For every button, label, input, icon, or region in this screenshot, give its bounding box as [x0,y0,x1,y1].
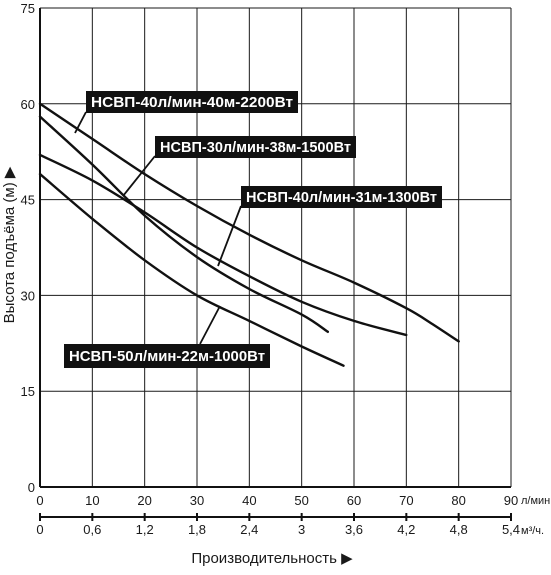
x-tick-label-secondary: 3,6 [345,522,363,537]
x-tick-labels: 0 0 10 0,6 20 1,2 30 1,8 40 2,4 50 3 60 3,6 70 4,2 80 4,8… [36,493,520,537]
x-tick-label: 80 [451,493,465,508]
x-tick-label-secondary: 1,2 [136,522,154,537]
series-label-1: НСВП-40л/мин-40м-2200Вт [91,94,293,111]
series-line-2 [38,115,329,333]
series-label-3: НСВП-40л/мин-31м-1300Вт [246,189,437,206]
x-tick-label: 0 [36,493,43,508]
x-tick-label-secondary: 0,6 [83,522,101,537]
x-tick-label: 30 [190,493,204,508]
callout-leader [217,205,242,267]
y-tick-label: 60 [21,97,35,112]
y-tick-label: 15 [21,384,35,399]
callout-box [155,136,356,158]
x-unit-secondary: м³/ч. [521,525,544,537]
x-tick-label-secondary: 4,8 [450,522,468,537]
x-axis-label: Производительность ▶ [191,550,353,567]
x-tick-label: 50 [294,493,308,508]
callout-leader [122,155,156,197]
callout-leader [74,111,87,134]
y-tick-label: 0 [28,480,35,495]
x-tick-label: 20 [137,493,151,508]
x-tick-label-secondary: 5,4 [502,522,520,537]
series-label-2: НСВП-30л/мин-38м-1500Вт [160,139,351,156]
series-line-1 [38,102,460,343]
x-tick-label: 40 [242,493,256,508]
series-line-4 [38,172,345,367]
x-tick-label-secondary: 3 [298,522,305,537]
axes [39,8,512,521]
x-tick-label: 90 [504,493,518,508]
x-tick-label-secondary: 0 [36,522,43,537]
x-tick-label-secondary: 1,8 [188,522,206,537]
callout-leader [199,305,221,345]
callout-box [64,344,270,368]
x-tick-label: 10 [85,493,99,508]
y-tick-label: 45 [21,193,35,208]
x-tick-label: 70 [399,493,413,508]
series-line-3 [38,153,408,337]
callout-labels: НСВП-40л/мин-40м-2200Вт НСВП-30л/мин-38м-… [64,91,442,368]
x-tick-label-secondary: 2,4 [240,522,258,537]
callout-leaders [74,111,242,345]
y-tick-label: 75 [21,1,35,16]
callout-box [86,91,298,113]
y-tick-label: 30 [21,288,35,303]
series-label-4: НСВП-50л/мин-22м-1000Вт [69,348,265,365]
y-tick-labels: 0 15 30 45 60 75 [21,1,35,495]
series-lines [38,102,460,367]
x-unit-primary: л/мин. [521,495,551,507]
x-tick-label-secondary: 4,2 [397,522,415,537]
x-tick-label: 60 [347,493,361,508]
y-axis-label: Высота подъёма (м) ▶ [1,166,18,323]
callout-box [241,186,442,208]
